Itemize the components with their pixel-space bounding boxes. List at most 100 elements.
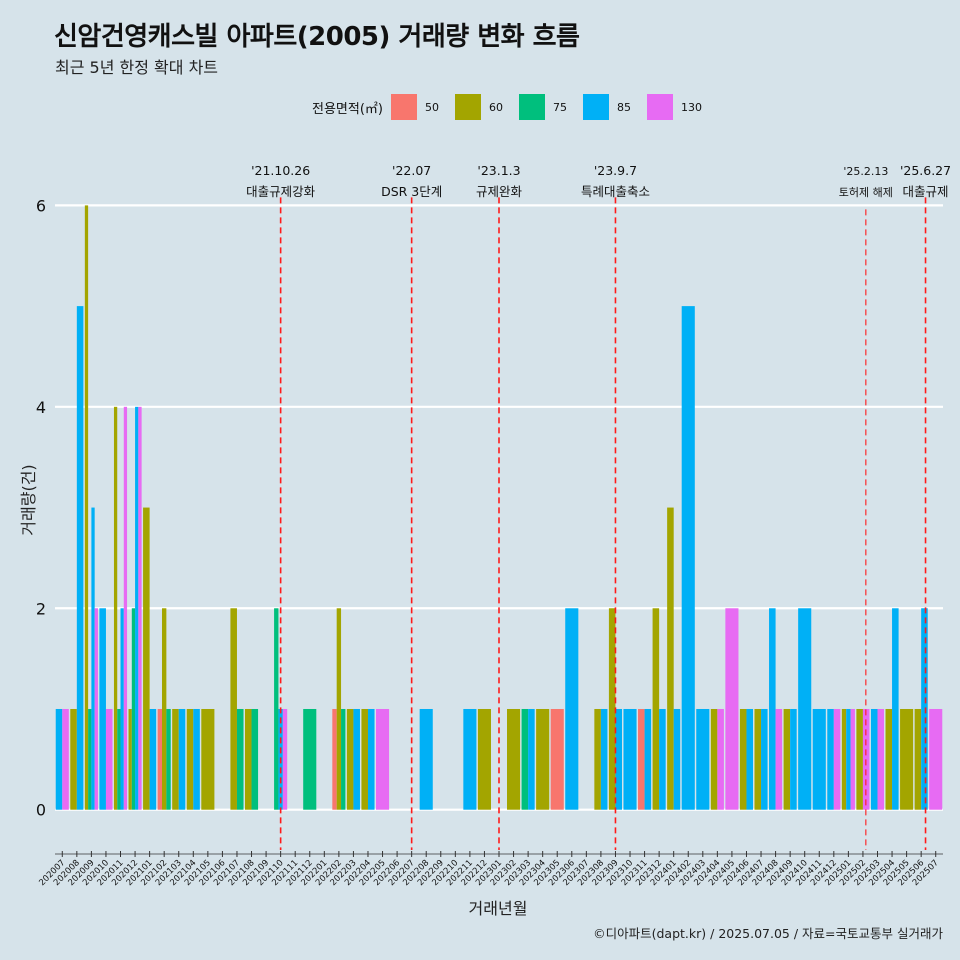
bar-202008-85 bbox=[76, 306, 84, 810]
bar-202407-85 bbox=[761, 708, 768, 810]
bar-202103-85 bbox=[178, 708, 186, 810]
bar-202501-60 bbox=[841, 708, 847, 810]
bar-202501-85 bbox=[846, 708, 851, 810]
bar-202107-60 bbox=[230, 608, 237, 810]
legend-item-75: 75 bbox=[518, 94, 579, 120]
bar-202011-60 bbox=[113, 406, 118, 810]
bar-202208-85 bbox=[419, 708, 433, 810]
legend-swatch-50 bbox=[390, 94, 417, 120]
event-label-1: 대출규제강화 bbox=[246, 184, 316, 199]
legend-swatch-75 bbox=[518, 94, 545, 120]
bar-202011-75 bbox=[117, 708, 121, 810]
bar-202007-130 bbox=[62, 708, 69, 810]
bar-202311-85 bbox=[644, 708, 652, 810]
legend-item-85: 85 bbox=[582, 94, 643, 120]
bar-202101-60 bbox=[143, 507, 150, 810]
bar-202012-130 bbox=[138, 406, 142, 810]
bar-202303-75 bbox=[521, 708, 529, 810]
bar-202104-85 bbox=[193, 708, 200, 810]
legend-swatch-130 bbox=[646, 94, 673, 120]
event-date-5: '25.2.13 bbox=[843, 165, 888, 178]
x-axis-title: 거래년월 bbox=[469, 899, 528, 918]
legend-label-60: 60 bbox=[488, 100, 503, 114]
event-date-1: '21.10.26 bbox=[251, 163, 310, 178]
chart-title: 신암건영캐스빌 아파트(2005) 거래량 변화 흐름 bbox=[54, 22, 580, 52]
bar-202312-60 bbox=[652, 608, 660, 810]
bar-202008-60 bbox=[70, 708, 77, 810]
event-date-2: '22.07 bbox=[392, 163, 431, 178]
legend-swatch-60 bbox=[454, 94, 481, 120]
bar-202402-85 bbox=[681, 306, 695, 810]
bar-202007-85 bbox=[55, 708, 63, 810]
bar-202401-85 bbox=[673, 708, 681, 810]
bar-202105-60 bbox=[201, 708, 215, 810]
bar-202309-85 bbox=[615, 708, 623, 810]
bar-202302-60 bbox=[507, 708, 521, 810]
bar-202012-60 bbox=[128, 708, 132, 810]
bar-202507-130 bbox=[929, 708, 943, 810]
legend-item-60: 60 bbox=[454, 94, 515, 120]
bar-202010-130 bbox=[105, 708, 113, 810]
event-label-4: 특례대출축소 bbox=[581, 184, 650, 199]
y-axis-title: 거래량(건) bbox=[19, 464, 38, 535]
legend-swatch-85 bbox=[582, 94, 609, 120]
bar-202404-130 bbox=[717, 708, 724, 810]
bar-202306-85 bbox=[565, 608, 579, 810]
bar-202504-85 bbox=[892, 608, 899, 810]
y-tick-label-4: 4 bbox=[36, 398, 46, 417]
bar-202011-85 bbox=[120, 608, 124, 810]
y-tick-label-2: 2 bbox=[36, 599, 46, 618]
bar-202009-75 bbox=[88, 708, 92, 810]
legend-label-130: 130 bbox=[680, 100, 702, 114]
bar-202202-75 bbox=[341, 708, 346, 810]
bar-202308-85 bbox=[600, 708, 608, 810]
bar-202009-130 bbox=[94, 608, 98, 810]
bar-202204-60 bbox=[361, 708, 368, 810]
event-date-4: '23.9.7 bbox=[594, 163, 637, 178]
bar-202108-75 bbox=[251, 708, 259, 810]
bar-202405-130 bbox=[725, 608, 739, 810]
bar-202102-60 bbox=[161, 608, 167, 810]
legend-title: 전용면적(㎡) bbox=[312, 101, 383, 117]
bar-202412-130 bbox=[833, 708, 841, 810]
y-tick-label-0: 0 bbox=[36, 801, 46, 820]
bar-202505-60 bbox=[900, 708, 914, 810]
bar-202503-130 bbox=[877, 708, 885, 810]
bar-202404-60 bbox=[710, 708, 718, 810]
source-caption: ©디아파트(dapt.kr) / 2025.07.05 / 자료=국토교통부 실… bbox=[593, 926, 943, 941]
event-label-6: 대출규제 bbox=[903, 184, 949, 199]
bar-202408-130 bbox=[775, 708, 783, 810]
bar-202202-50 bbox=[332, 708, 337, 810]
bar-202401-60 bbox=[667, 507, 674, 810]
bar-202409-85 bbox=[790, 708, 797, 810]
bar-202112-75 bbox=[303, 708, 317, 810]
bar-202205-130 bbox=[375, 708, 390, 810]
bar-202103-60 bbox=[172, 708, 179, 810]
event-label-3: 규제완화 bbox=[476, 184, 523, 199]
bar-202108-60 bbox=[244, 708, 252, 810]
legend-label-75: 75 bbox=[552, 100, 567, 114]
bar-202407-60 bbox=[754, 708, 762, 810]
bar-202203-60 bbox=[346, 708, 354, 810]
y-tick-label-6: 6 bbox=[36, 196, 46, 215]
bar-202012-85 bbox=[135, 406, 139, 810]
bar-202304-60 bbox=[536, 708, 550, 810]
bar-202009-60 bbox=[84, 205, 89, 810]
bar-202506-60 bbox=[914, 708, 922, 810]
legend: 전용면적(㎡) 50 60 75 85 130 bbox=[312, 94, 711, 120]
legend-label-50: 50 bbox=[424, 100, 439, 114]
bar-202311-50 bbox=[638, 708, 645, 810]
legend-label-85: 85 bbox=[616, 100, 631, 114]
bar-202009-85 bbox=[91, 507, 95, 810]
bar-202502-60 bbox=[856, 708, 863, 810]
bar-202506-85 bbox=[921, 608, 928, 810]
bar-202110-130 bbox=[282, 708, 288, 810]
bar-202303-85 bbox=[528, 708, 535, 810]
bar-202501-130 bbox=[850, 708, 855, 810]
bar-202406-60 bbox=[739, 708, 747, 810]
event-date-6: '25.6.27 bbox=[900, 163, 951, 178]
legend-item-50: 50 bbox=[390, 94, 451, 120]
bar-202308-60 bbox=[594, 708, 601, 810]
bar-202211-85 bbox=[463, 708, 477, 810]
bar-202011-130 bbox=[123, 406, 128, 810]
